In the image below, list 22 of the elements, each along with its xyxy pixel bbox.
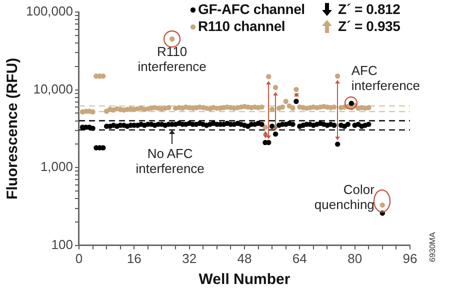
annotation: Z´ = 0.935 [338, 18, 400, 35]
y-tick-label: 100 [51, 236, 73, 252]
x-tick-label: 80 [348, 250, 362, 266]
annotation: No AFC interference [134, 146, 206, 176]
annotation: Z´ = 0.812 [338, 1, 400, 18]
x-tick-label: 32 [182, 250, 197, 266]
annotation: AFC interference [351, 63, 422, 94]
y-axis-title: Fluorescence (RFU) [4, 58, 22, 200]
x-tick-label: 0 [75, 250, 83, 266]
x-tick-label: 64 [292, 250, 307, 266]
text: 6930MA [428, 232, 437, 262]
legend-label: GF-AFC channel [198, 1, 306, 18]
legend-label: R110 channel [198, 18, 286, 35]
x-tick-label: 48 [237, 250, 252, 266]
y-tick-label: 1,000 [40, 159, 73, 174]
x-tick-label: 16 [126, 250, 142, 266]
y-tick-label: 100,000 [26, 4, 73, 19]
x-tick-label: 96 [402, 250, 418, 266]
annotation: R110 interference [136, 44, 208, 74]
annotation: Color quenching [313, 182, 374, 212]
y-tick-label: 10,000 [33, 81, 73, 96]
x-axis-title: Well Number [198, 271, 290, 288]
